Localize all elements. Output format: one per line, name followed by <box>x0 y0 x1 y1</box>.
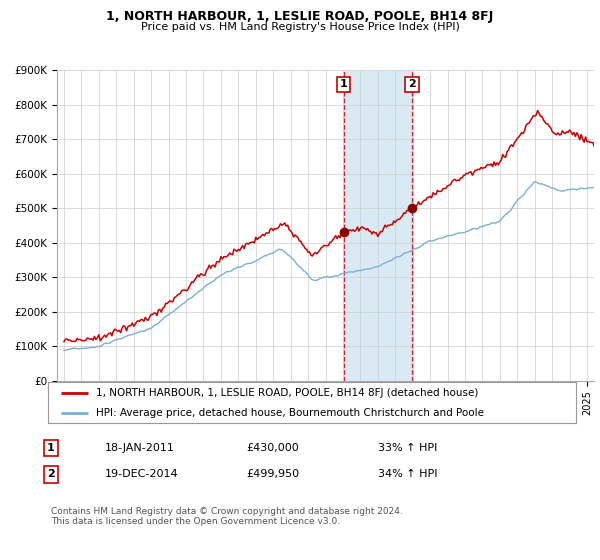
Text: HPI: Average price, detached house, Bournemouth Christchurch and Poole: HPI: Average price, detached house, Bour… <box>95 408 484 418</box>
Text: 1: 1 <box>340 80 347 90</box>
Text: Contains HM Land Registry data © Crown copyright and database right 2024.
This d: Contains HM Land Registry data © Crown c… <box>51 507 403 526</box>
Text: £499,950: £499,950 <box>246 469 299 479</box>
Text: 1: 1 <box>47 443 55 453</box>
Text: 19-DEC-2014: 19-DEC-2014 <box>105 469 179 479</box>
Text: 34% ↑ HPI: 34% ↑ HPI <box>378 469 437 479</box>
Bar <box>344 70 412 381</box>
Text: 33% ↑ HPI: 33% ↑ HPI <box>378 443 437 453</box>
Text: 2: 2 <box>408 80 416 90</box>
Text: 1, NORTH HARBOUR, 1, LESLIE ROAD, POOLE, BH14 8FJ: 1, NORTH HARBOUR, 1, LESLIE ROAD, POOLE,… <box>106 10 494 23</box>
Text: 18-JAN-2011: 18-JAN-2011 <box>105 443 175 453</box>
Text: 2: 2 <box>47 469 55 479</box>
Text: Price paid vs. HM Land Registry's House Price Index (HPI): Price paid vs. HM Land Registry's House … <box>140 22 460 32</box>
Text: 1, NORTH HARBOUR, 1, LESLIE ROAD, POOLE, BH14 8FJ (detached house): 1, NORTH HARBOUR, 1, LESLIE ROAD, POOLE,… <box>95 388 478 398</box>
Text: £430,000: £430,000 <box>246 443 299 453</box>
